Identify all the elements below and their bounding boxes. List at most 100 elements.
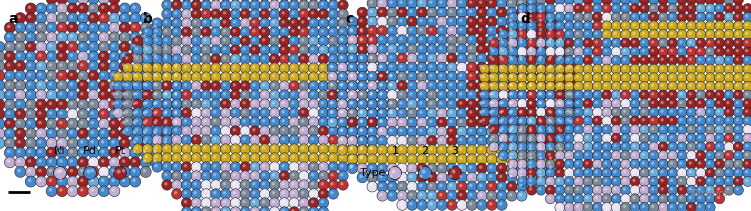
Circle shape — [67, 3, 78, 14]
Circle shape — [377, 135, 388, 146]
Circle shape — [604, 41, 608, 44]
Circle shape — [357, 35, 368, 45]
Circle shape — [417, 71, 427, 82]
Circle shape — [17, 159, 21, 163]
Circle shape — [466, 62, 477, 73]
Circle shape — [649, 90, 659, 100]
Circle shape — [101, 25, 104, 28]
Circle shape — [510, 118, 513, 122]
Circle shape — [574, 21, 584, 31]
Circle shape — [430, 129, 433, 132]
Circle shape — [499, 83, 502, 86]
Circle shape — [211, 27, 221, 37]
Circle shape — [321, 191, 324, 195]
Circle shape — [348, 81, 358, 91]
Circle shape — [262, 74, 265, 77]
Circle shape — [272, 83, 275, 87]
Circle shape — [623, 75, 626, 78]
Circle shape — [689, 135, 692, 139]
Circle shape — [142, 117, 152, 127]
Circle shape — [417, 154, 427, 164]
Circle shape — [604, 179, 608, 182]
Circle shape — [447, 62, 457, 73]
Circle shape — [651, 23, 654, 26]
Circle shape — [223, 200, 226, 203]
Circle shape — [686, 124, 696, 135]
Circle shape — [506, 126, 517, 137]
Circle shape — [576, 66, 579, 70]
Circle shape — [555, 47, 565, 57]
Circle shape — [536, 7, 547, 18]
Text: ©nature: ©nature — [690, 189, 728, 198]
Circle shape — [142, 153, 152, 163]
Circle shape — [538, 65, 542, 68]
Circle shape — [122, 54, 133, 64]
Circle shape — [233, 209, 236, 211]
Circle shape — [680, 170, 683, 173]
Circle shape — [98, 186, 110, 197]
Circle shape — [98, 118, 110, 129]
Circle shape — [174, 56, 177, 60]
Circle shape — [262, 200, 265, 203]
Circle shape — [164, 20, 167, 24]
Circle shape — [479, 46, 482, 50]
Circle shape — [427, 154, 437, 164]
Circle shape — [459, 184, 463, 187]
Circle shape — [658, 107, 668, 117]
Circle shape — [350, 38, 353, 42]
Circle shape — [477, 108, 487, 119]
Circle shape — [321, 155, 324, 158]
Circle shape — [439, 184, 442, 187]
Circle shape — [536, 38, 546, 48]
Circle shape — [566, 49, 570, 52]
Circle shape — [231, 144, 240, 154]
Circle shape — [439, 111, 442, 114]
Circle shape — [38, 73, 42, 76]
Circle shape — [547, 144, 551, 147]
Circle shape — [309, 198, 319, 208]
Circle shape — [111, 92, 115, 96]
Circle shape — [349, 46, 353, 50]
Circle shape — [649, 4, 659, 14]
Circle shape — [489, 124, 499, 135]
Circle shape — [379, 65, 383, 68]
Circle shape — [111, 5, 115, 9]
Circle shape — [59, 130, 62, 134]
Circle shape — [726, 101, 729, 104]
Circle shape — [499, 90, 508, 100]
Circle shape — [501, 135, 504, 139]
Circle shape — [419, 156, 423, 160]
Circle shape — [614, 187, 617, 191]
Circle shape — [309, 54, 319, 64]
Circle shape — [339, 92, 343, 96]
Circle shape — [155, 74, 158, 77]
Circle shape — [389, 193, 393, 196]
Circle shape — [174, 164, 177, 168]
Circle shape — [301, 209, 304, 211]
Circle shape — [499, 107, 508, 117]
Circle shape — [389, 74, 393, 77]
Circle shape — [153, 63, 157, 67]
Circle shape — [695, 73, 706, 83]
Circle shape — [545, 116, 556, 126]
Circle shape — [119, 3, 131, 14]
Circle shape — [409, 202, 412, 206]
Circle shape — [680, 153, 683, 156]
Circle shape — [574, 194, 584, 204]
Circle shape — [348, 117, 358, 127]
Circle shape — [670, 75, 673, 78]
Circle shape — [536, 126, 547, 137]
Circle shape — [28, 5, 32, 9]
Circle shape — [449, 37, 453, 41]
Circle shape — [17, 150, 21, 153]
Circle shape — [499, 101, 502, 105]
Circle shape — [299, 90, 309, 100]
Circle shape — [417, 163, 427, 174]
Circle shape — [705, 176, 715, 187]
Circle shape — [620, 107, 631, 117]
Circle shape — [291, 56, 294, 60]
Circle shape — [233, 2, 236, 5]
Circle shape — [46, 13, 57, 24]
Circle shape — [400, 101, 403, 105]
Circle shape — [489, 129, 493, 132]
